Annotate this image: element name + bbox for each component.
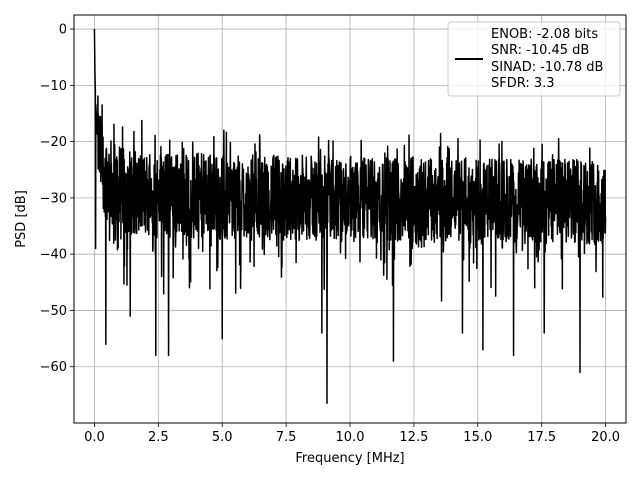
x-tick-label: 0.0	[84, 430, 105, 445]
x-tick-label: 12.5	[399, 430, 428, 445]
x-tick-label: 2.5	[148, 430, 169, 445]
y-tick-label: −50	[40, 304, 67, 319]
legend-text-sfdr: SFDR: 3.3	[491, 76, 555, 91]
x-axis-ticks: 0.0 2.5 5.0 7.5 10.0 12.5 15.0 17.5 20.0	[84, 423, 620, 445]
x-tick-label: 20.0	[591, 430, 620, 445]
x-axis-label: Frequency [MHz]	[295, 451, 404, 466]
y-tick-label: −30	[40, 191, 67, 206]
x-tick-label: 5.0	[212, 430, 233, 445]
legend-box	[447, 21, 621, 97]
x-tick-label: 15.0	[463, 430, 492, 445]
legend-text-sinad: SINAD: -10.78 dB	[491, 60, 603, 75]
y-tick-label: −20	[40, 135, 67, 150]
y-axis-ticks: 0 −10 −20 −30 −40 −50 −60	[40, 23, 74, 375]
y-tick-label: −40	[40, 248, 67, 263]
psd-series-line	[93, 29, 607, 405]
psd-trace	[93, 29, 607, 405]
legend: ENOB: -2.08 bits SNR: -10.45 dB SINAD: -…	[447, 21, 621, 97]
legend-text-enob: ENOB: -2.08 bits	[491, 27, 598, 42]
x-tick-label: 10.0	[336, 430, 365, 445]
y-tick-label: −60	[40, 360, 67, 375]
y-tick-label: −10	[40, 79, 67, 94]
y-axis-label: PSD [dB]	[14, 190, 29, 248]
x-tick-label: 17.5	[527, 430, 556, 445]
x-tick-label: 7.5	[276, 430, 297, 445]
legend-text-snr: SNR: -10.45 dB	[491, 43, 589, 58]
y-tick-label: 0	[59, 23, 67, 38]
